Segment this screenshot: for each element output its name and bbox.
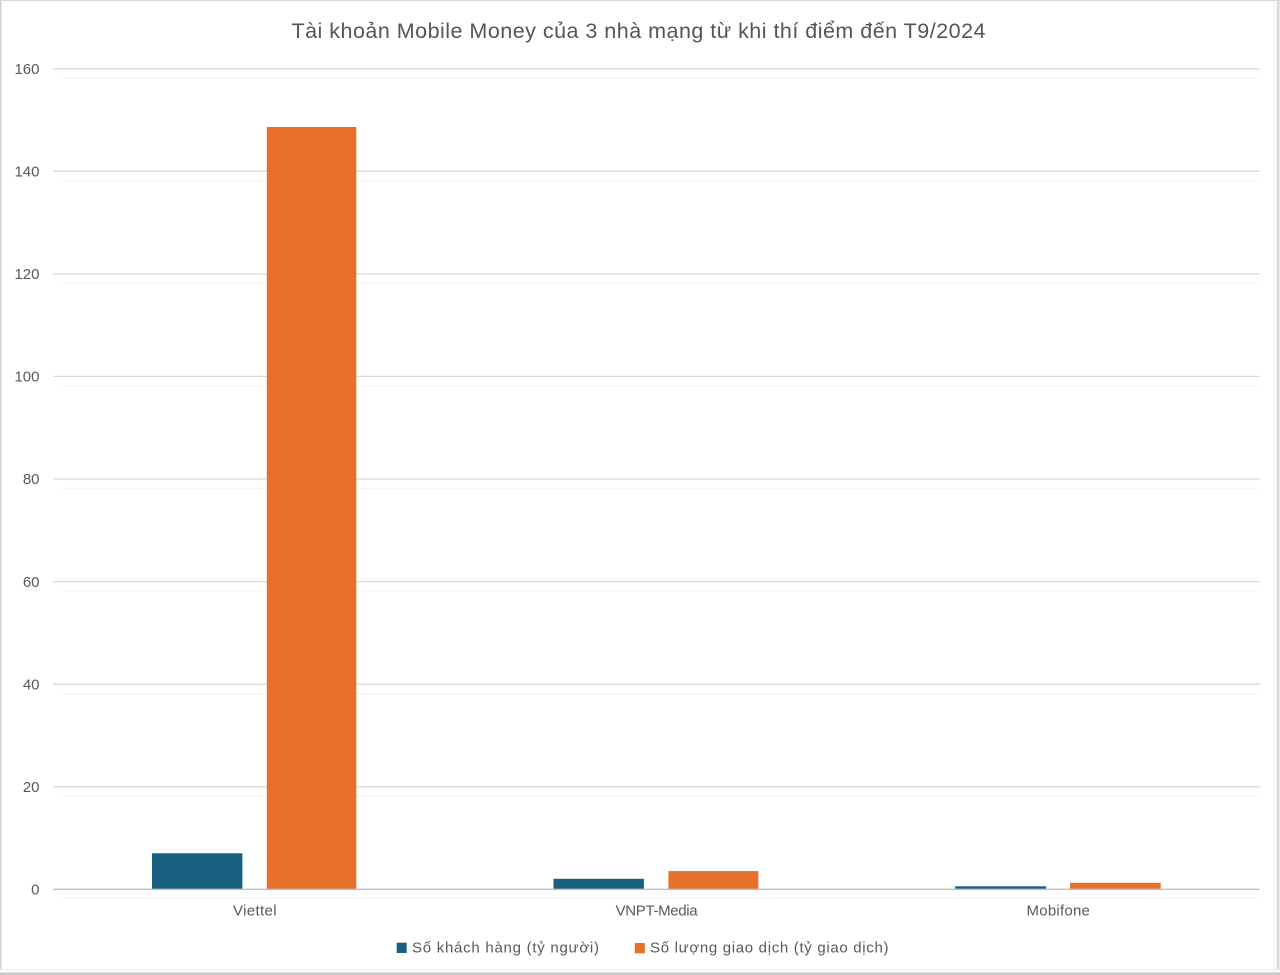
- svg-text:80: 80: [23, 471, 40, 488]
- svg-text:Mobifone: Mobifone: [1027, 902, 1090, 919]
- svg-text:VNPT-Media: VNPT-Media: [616, 902, 699, 919]
- svg-text:Viettel: Viettel: [233, 902, 276, 919]
- svg-text:140: 140: [14, 164, 39, 181]
- svg-text:20: 20: [23, 779, 40, 796]
- svg-text:160: 160: [14, 61, 39, 78]
- svg-text:60: 60: [23, 574, 40, 591]
- svg-text:Số lượng giao dịch (tỷ giao dị: Số lượng giao dịch (tỷ giao dịch): [650, 939, 889, 956]
- svg-text:40: 40: [23, 676, 40, 693]
- svg-text:Tài khoản Mobile Money của 3 n: Tài khoản Mobile Money của 3 nhà mạng từ…: [292, 19, 986, 43]
- svg-text:120: 120: [14, 266, 39, 283]
- svg-text:Số khách hàng (tỷ người): Số khách hàng (tỷ người): [412, 939, 599, 956]
- svg-text:100: 100: [14, 369, 39, 386]
- svg-text:0: 0: [31, 882, 39, 899]
